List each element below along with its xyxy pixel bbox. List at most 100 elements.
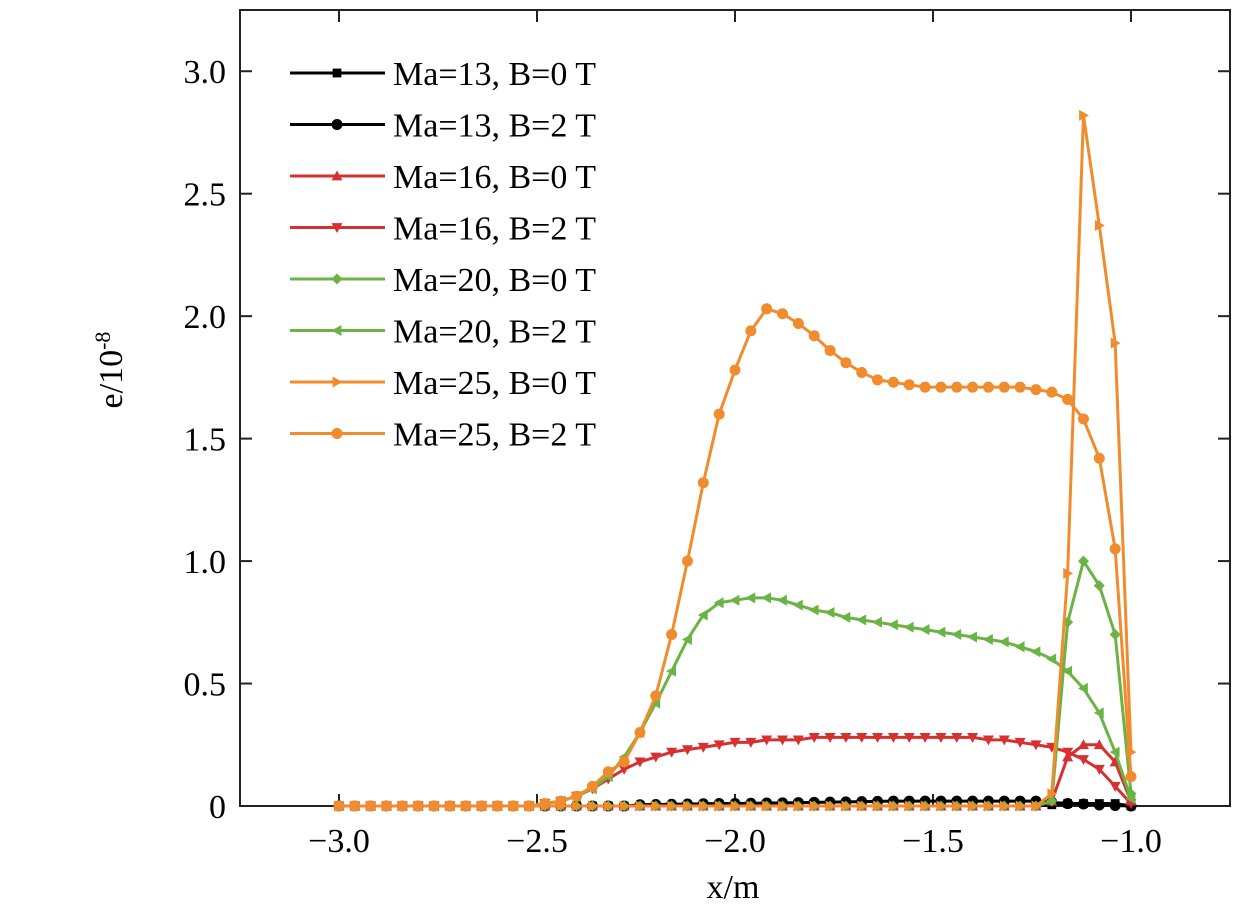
data-point xyxy=(808,733,820,743)
y-axis-label: e/10-8 xyxy=(90,332,130,409)
data-point xyxy=(681,745,693,756)
data-point xyxy=(1109,543,1121,555)
data-point xyxy=(761,735,773,746)
data-point xyxy=(683,800,693,812)
data-point xyxy=(778,800,789,812)
data-point xyxy=(808,330,820,342)
data-point xyxy=(745,737,757,748)
data-point xyxy=(872,374,884,386)
y-tick-label: 0 xyxy=(209,789,226,826)
data-point xyxy=(824,344,836,356)
data-point xyxy=(1125,771,1137,783)
data-point xyxy=(982,381,994,393)
data-point xyxy=(697,609,708,621)
data-point xyxy=(968,800,979,812)
data-point xyxy=(919,624,930,636)
data-point xyxy=(967,631,977,643)
x-axis-label: x/m xyxy=(707,869,760,906)
data-point xyxy=(998,636,1009,648)
data-point xyxy=(572,800,583,812)
data-point xyxy=(1077,798,1089,810)
data-point xyxy=(1014,641,1025,653)
data-point xyxy=(697,742,709,753)
y-tick-label: 2.5 xyxy=(184,177,227,214)
data-point xyxy=(887,376,899,388)
data-point xyxy=(697,477,709,489)
data-point xyxy=(951,381,963,393)
data-point xyxy=(935,733,947,743)
data-point xyxy=(714,800,725,812)
data-point xyxy=(729,737,741,748)
data-point xyxy=(491,800,503,812)
x-tick-label: −2.5 xyxy=(506,823,568,860)
legend-label: Ma=13, B=2 T xyxy=(393,108,596,145)
data-point xyxy=(777,308,789,320)
data-point xyxy=(1077,555,1089,567)
data-point xyxy=(523,800,535,812)
data-point xyxy=(777,594,787,606)
data-point xyxy=(856,733,868,743)
data-point xyxy=(1030,740,1042,751)
legend-marker xyxy=(331,428,343,439)
legend-marker xyxy=(332,376,343,388)
data-point xyxy=(1109,782,1121,792)
data-point xyxy=(904,800,915,812)
data-point xyxy=(936,800,947,812)
data-point xyxy=(1077,682,1088,694)
x-tick-label: −3.0 xyxy=(308,823,370,860)
data-point xyxy=(903,733,915,743)
data-point xyxy=(666,629,678,641)
x-tick-label: −2.0 xyxy=(704,823,766,860)
data-point xyxy=(396,800,408,812)
series-line xyxy=(339,596,1133,808)
data-point xyxy=(872,616,882,628)
data-point xyxy=(1047,788,1058,800)
data-point xyxy=(856,366,868,378)
legend-label: Ma=25, B=0 T xyxy=(393,365,596,402)
data-point xyxy=(840,357,852,369)
legend-label: Ma=16, B=2 T xyxy=(393,211,596,248)
data-point xyxy=(1093,452,1105,464)
data-point xyxy=(444,800,456,812)
data-point xyxy=(634,757,646,768)
data-point xyxy=(1046,653,1057,665)
y-tick-label: 0.5 xyxy=(184,667,227,704)
data-point xyxy=(952,800,963,812)
data-point xyxy=(1077,739,1089,750)
data-point xyxy=(1110,337,1121,349)
data-point xyxy=(365,800,377,812)
data-point xyxy=(889,800,899,812)
data-point xyxy=(1046,795,1058,807)
data-point xyxy=(935,626,946,638)
data-point xyxy=(681,633,692,645)
data-point xyxy=(460,800,472,812)
data-point xyxy=(1093,580,1105,592)
data-point xyxy=(651,800,662,812)
data-point xyxy=(792,735,804,746)
data-point xyxy=(602,766,614,778)
data-point xyxy=(650,690,662,702)
legend-label: Ma=20, B=0 T xyxy=(393,262,596,299)
y-tick-label: 1.0 xyxy=(184,544,227,581)
y-axis-label-base: e/10 xyxy=(93,350,130,409)
legend-label: Ma=25, B=2 T xyxy=(393,417,596,454)
legend-marker xyxy=(331,223,343,233)
legend-label: Ma=16, B=0 T xyxy=(393,159,596,196)
data-point xyxy=(1046,386,1058,398)
data-point xyxy=(1077,413,1089,425)
data-point xyxy=(1014,381,1026,393)
y-tick-label: 1.5 xyxy=(184,422,227,459)
data-point xyxy=(951,733,963,743)
data-point xyxy=(761,592,772,604)
data-point xyxy=(808,604,819,616)
data-point xyxy=(857,800,868,812)
y-tick-label: 2.0 xyxy=(184,299,227,336)
data-point xyxy=(841,800,852,812)
data-point xyxy=(745,592,756,604)
data-point xyxy=(840,611,851,623)
data-point xyxy=(555,795,567,807)
data-point xyxy=(1109,800,1121,812)
data-point xyxy=(872,733,884,743)
data-point xyxy=(951,629,962,641)
data-point xyxy=(1062,665,1073,677)
